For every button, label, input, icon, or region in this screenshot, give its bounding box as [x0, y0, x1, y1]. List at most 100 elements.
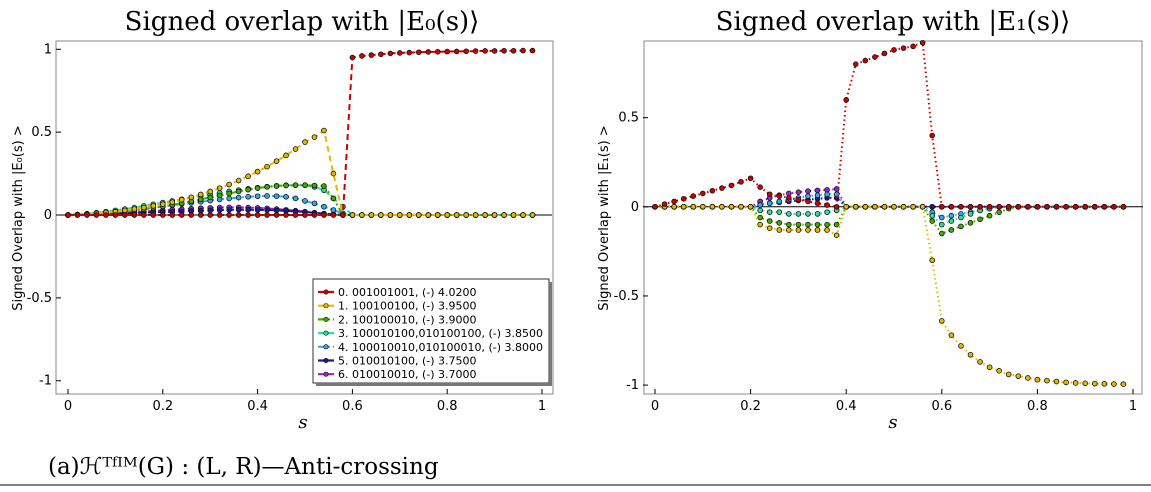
left-data-point	[216, 192, 223, 199]
left-data-point	[501, 212, 507, 218]
right-data-point	[1015, 204, 1022, 210]
right-data-point	[814, 211, 821, 217]
left-data-point	[264, 163, 270, 170]
right-y-tick-label: -1	[626, 378, 639, 393]
right-data-point	[709, 187, 716, 194]
right-data-point	[862, 57, 869, 64]
right-data-point	[938, 230, 945, 237]
right-data-point	[805, 221, 811, 228]
right-data-point	[776, 193, 783, 199]
right-data-point	[958, 343, 964, 349]
right-data-point	[948, 204, 955, 210]
right-data-point	[1025, 204, 1031, 210]
left-data-point	[453, 212, 460, 218]
left-x-tick-label: 1	[538, 399, 546, 414]
right-data-point	[1044, 204, 1050, 210]
left-data-point	[207, 188, 214, 195]
left-data-point	[254, 193, 261, 200]
left-data-point	[378, 51, 384, 58]
left-data-point	[510, 47, 517, 54]
left-data-point	[273, 207, 280, 214]
right-data-point	[786, 211, 792, 217]
left-data-point	[482, 48, 488, 54]
left-data-point	[491, 212, 498, 218]
legend-entry: 1. 100100100, (-) 3.9500	[338, 300, 477, 313]
right-data-point	[738, 204, 744, 210]
right-data-point	[728, 182, 735, 189]
left-data-point	[415, 49, 422, 56]
legend-marker	[323, 357, 329, 363]
right-data-point	[938, 204, 945, 210]
right-data-point	[967, 211, 974, 217]
right-data-point	[766, 209, 773, 215]
right-data-point	[1072, 204, 1079, 210]
left-data-point	[273, 158, 280, 164]
left-x-tick-label: 0	[64, 399, 72, 414]
right-data-point	[938, 221, 945, 228]
right-data-point	[690, 193, 697, 199]
right-data-point	[910, 43, 916, 50]
left-data-point	[264, 184, 270, 190]
left-data-point	[216, 207, 223, 213]
left-series-line-5	[67, 208, 533, 216]
right-data-point	[977, 204, 983, 210]
left-data-point	[330, 170, 337, 177]
left-data-point	[207, 212, 214, 218]
left-data-point	[178, 196, 185, 203]
right-data-point	[719, 204, 725, 210]
left-data-point	[226, 195, 232, 202]
right-data-point	[881, 204, 888, 210]
right-data-point	[1101, 381, 1108, 387]
right-data-point	[814, 221, 821, 228]
right-data-point	[824, 221, 830, 228]
right-data-point	[1120, 381, 1127, 387]
legend-shadow-bottom	[316, 383, 552, 386]
right-data-point	[776, 220, 783, 226]
right-data-point	[1005, 204, 1012, 210]
left-data-point	[207, 207, 214, 214]
right-data-point	[786, 221, 792, 228]
left-data-point	[235, 194, 242, 201]
right-data-point	[958, 214, 964, 221]
right-data-point	[738, 179, 744, 185]
right-data-point	[919, 204, 926, 210]
right-data-point	[1101, 204, 1108, 210]
left-data-point	[359, 53, 365, 59]
left-chart: Signed overlap with |E₀(s)⟩ s Signed Ove…	[11, 7, 554, 433]
right-data-point	[986, 204, 993, 210]
left-data-point	[245, 212, 251, 218]
left-data-point	[264, 212, 270, 218]
left-data-point	[131, 206, 138, 212]
right-data-point	[1072, 380, 1079, 386]
right-data-point	[843, 97, 849, 103]
right-data-point	[824, 209, 830, 215]
right-data-point	[709, 204, 716, 210]
figure-caption: (a)ℋᵀᶠᴵᴹ(G) : (L, R)—Anti-crossing	[48, 454, 439, 480]
right-data-point	[766, 191, 773, 198]
left-data-point	[501, 47, 507, 54]
right-data-point	[824, 202, 830, 208]
right-data-point	[948, 218, 955, 224]
left-data-point	[472, 212, 479, 218]
right-data-point	[680, 195, 687, 202]
right-data-point	[699, 190, 706, 197]
left-data-point	[226, 181, 232, 188]
left-y-tick-label: 1	[44, 42, 52, 57]
left-data-point	[434, 48, 441, 55]
left-data-point	[264, 207, 270, 213]
right-series-line-6	[655, 187, 1124, 208]
right-chart-title: Signed overlap with |E₁(s)⟩	[716, 7, 1071, 37]
right-data-point	[967, 220, 974, 226]
right-data-point	[938, 214, 945, 221]
left-data-point	[292, 146, 299, 152]
left-data-point	[254, 168, 261, 175]
left-data-point	[273, 193, 280, 199]
left-data-point	[216, 185, 223, 191]
left-data-point	[330, 207, 337, 213]
left-y-axis-label: Signed Overlap with |E₀(s) >	[11, 125, 26, 310]
left-data-point	[444, 48, 451, 55]
left-data-point	[283, 152, 289, 159]
right-data-point	[671, 204, 677, 210]
right-data-point	[1025, 375, 1031, 381]
left-x-tick-label: 0.8	[437, 399, 458, 414]
